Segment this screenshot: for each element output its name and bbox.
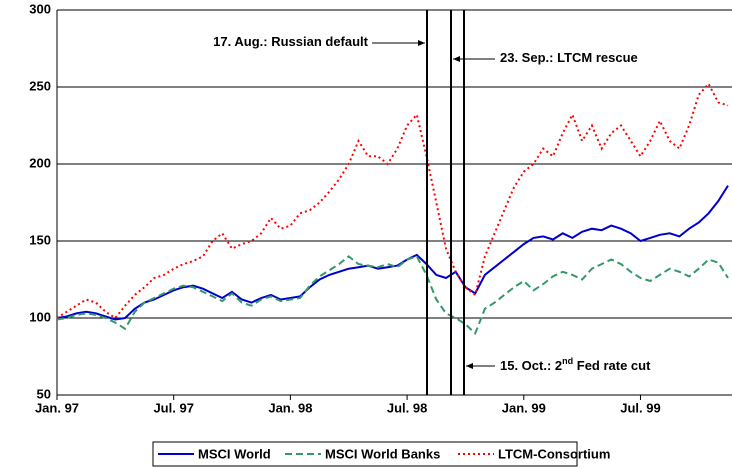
y-tick-label: 150 (29, 232, 51, 247)
x-tick-label: Jan. 99 (502, 400, 546, 415)
x-tick-label: Jul. 98 (387, 400, 427, 415)
series-line (56, 82, 729, 320)
x-tick-label: Jul. 99 (620, 400, 660, 415)
legend (152, 441, 578, 467)
y-tick-label: 50 (37, 386, 51, 401)
annotation: 23. Sep.: LTCM rescue (500, 50, 638, 65)
y-tick-label: 100 (29, 309, 51, 324)
legend-label: LTCM-Consortium (498, 446, 610, 461)
annotation: 17. Aug.: Russian default (213, 34, 368, 49)
y-tick-label: 250 (29, 78, 51, 93)
y-tick-label: 200 (29, 155, 51, 170)
plot: 50 100 150 200 250 300 Jan. 97 Jul. 97 Jan. 98 Ju… (29, 1, 732, 415)
annotation-bg (498, 354, 718, 378)
legend-items: MSCI World MSCI World Banks LTCM-Consortiu… (158, 446, 610, 461)
legend-label: MSCI World Banks (325, 446, 440, 461)
annotation: 15. Oct.: 2nd Fed rate cut (500, 356, 651, 373)
legend-label: MSCI World (198, 446, 271, 461)
x-tick-label: Jan. 97 (35, 400, 79, 415)
series-line (56, 255, 729, 336)
x-tick-label: Jul. 97 (153, 400, 193, 415)
series-line (56, 185, 729, 321)
x-tick-label: Jan. 98 (268, 400, 312, 415)
y-tick-label: 300 (29, 1, 51, 16)
annotation-bg (150, 33, 370, 53)
annotation-bg (498, 49, 694, 69)
